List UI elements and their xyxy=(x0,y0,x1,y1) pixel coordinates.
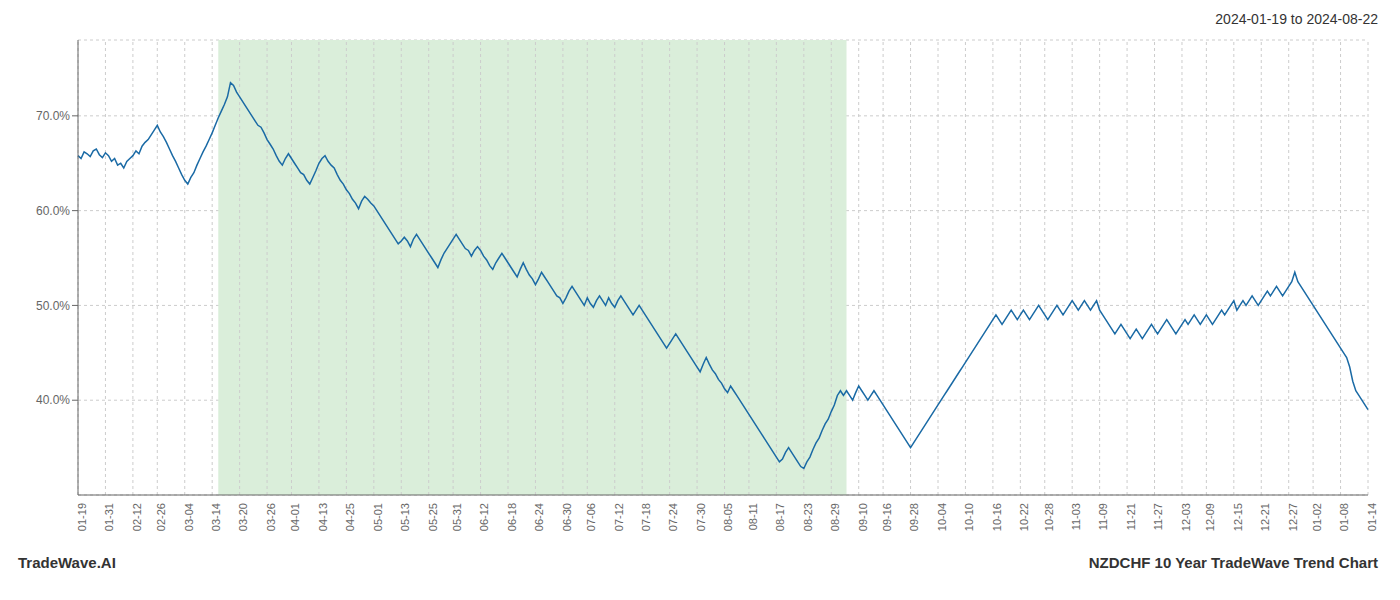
svg-text:60.0%: 60.0% xyxy=(36,204,70,218)
html-text:NZDCHF 10 Year TradeWave Trend: NZDCHF 10 Year TradeWave Trend Chart xyxy=(1088,554,1378,571)
svg-text:06-30: 06-30 xyxy=(561,503,573,531)
svg-text:12-09: 12-09 xyxy=(1204,503,1216,531)
svg-text:09-16: 09-16 xyxy=(881,503,893,531)
svg-text:09-28: 09-28 xyxy=(908,503,920,531)
svg-text:10-10: 10-10 xyxy=(963,503,975,531)
svg-text:06-24: 06-24 xyxy=(533,503,545,531)
svg-text:11-03: 11-03 xyxy=(1070,503,1082,530)
svg-text:50.0%: 50.0% xyxy=(36,299,70,313)
svg-text:07-18: 07-18 xyxy=(640,503,652,531)
svg-text:12-27: 12-27 xyxy=(1287,503,1299,531)
svg-text:08-23: 08-23 xyxy=(802,503,814,531)
svg-text:08-17: 08-17 xyxy=(774,503,786,531)
svg-text:08-29: 08-29 xyxy=(829,503,841,531)
svg-text:03-14: 03-14 xyxy=(210,503,222,531)
svg-text:12-21: 12-21 xyxy=(1259,503,1271,531)
html-text:TradeWave.AI: TradeWave.AI xyxy=(18,554,116,571)
svg-text:03-20: 03-20 xyxy=(237,503,249,531)
svg-text:07-12: 07-12 xyxy=(613,503,625,531)
svg-text:05-13: 05-13 xyxy=(399,503,411,531)
svg-text:10-22: 10-22 xyxy=(1018,503,1030,531)
svg-text:11-27: 11-27 xyxy=(1152,503,1164,530)
svg-text:10-16: 10-16 xyxy=(991,503,1003,531)
svg-text:06-18: 06-18 xyxy=(506,503,518,531)
svg-text:07-30: 07-30 xyxy=(695,503,707,531)
svg-text:10-04: 10-04 xyxy=(936,503,948,531)
svg-text:04-01: 04-01 xyxy=(289,503,301,531)
svg-text:05-01: 05-01 xyxy=(372,503,384,531)
svg-text:01-08: 01-08 xyxy=(1338,503,1350,531)
svg-text:10-28: 10-28 xyxy=(1043,503,1055,531)
svg-text:08-11: 08-11 xyxy=(747,503,759,530)
svg-text:01-31: 01-31 xyxy=(103,503,115,531)
svg-text:09-10: 09-10 xyxy=(857,503,869,531)
svg-text:06-12: 06-12 xyxy=(478,503,490,531)
svg-text:01-02: 01-02 xyxy=(1311,503,1323,531)
svg-text:12-15: 12-15 xyxy=(1232,503,1244,531)
svg-text:02-12: 02-12 xyxy=(131,503,143,531)
svg-text:12-03: 12-03 xyxy=(1180,503,1192,531)
svg-text:08-05: 08-05 xyxy=(722,503,734,531)
svg-text:04-13: 04-13 xyxy=(317,503,329,531)
svg-text:01-19: 01-19 xyxy=(76,503,88,531)
svg-text:03-26: 03-26 xyxy=(265,503,277,531)
html-text:2024-01-19 to 2024-08-22: 2024-01-19 to 2024-08-22 xyxy=(1215,11,1378,27)
svg-text:05-25: 05-25 xyxy=(427,503,439,531)
svg-text:02-26: 02-26 xyxy=(155,503,167,531)
svg-text:70.0%: 70.0% xyxy=(36,109,70,123)
svg-text:11-21: 11-21 xyxy=(1125,503,1137,530)
svg-text:07-06: 07-06 xyxy=(585,503,597,531)
svg-text:04-25: 04-25 xyxy=(344,503,356,531)
svg-text:07-24: 07-24 xyxy=(667,503,679,531)
svg-text:01-14: 01-14 xyxy=(1366,503,1378,531)
svg-text:40.0%: 40.0% xyxy=(36,393,70,407)
svg-text:03-04: 03-04 xyxy=(183,503,195,531)
svg-text:11-09: 11-09 xyxy=(1097,503,1109,530)
svg-text:05-31: 05-31 xyxy=(451,503,463,531)
